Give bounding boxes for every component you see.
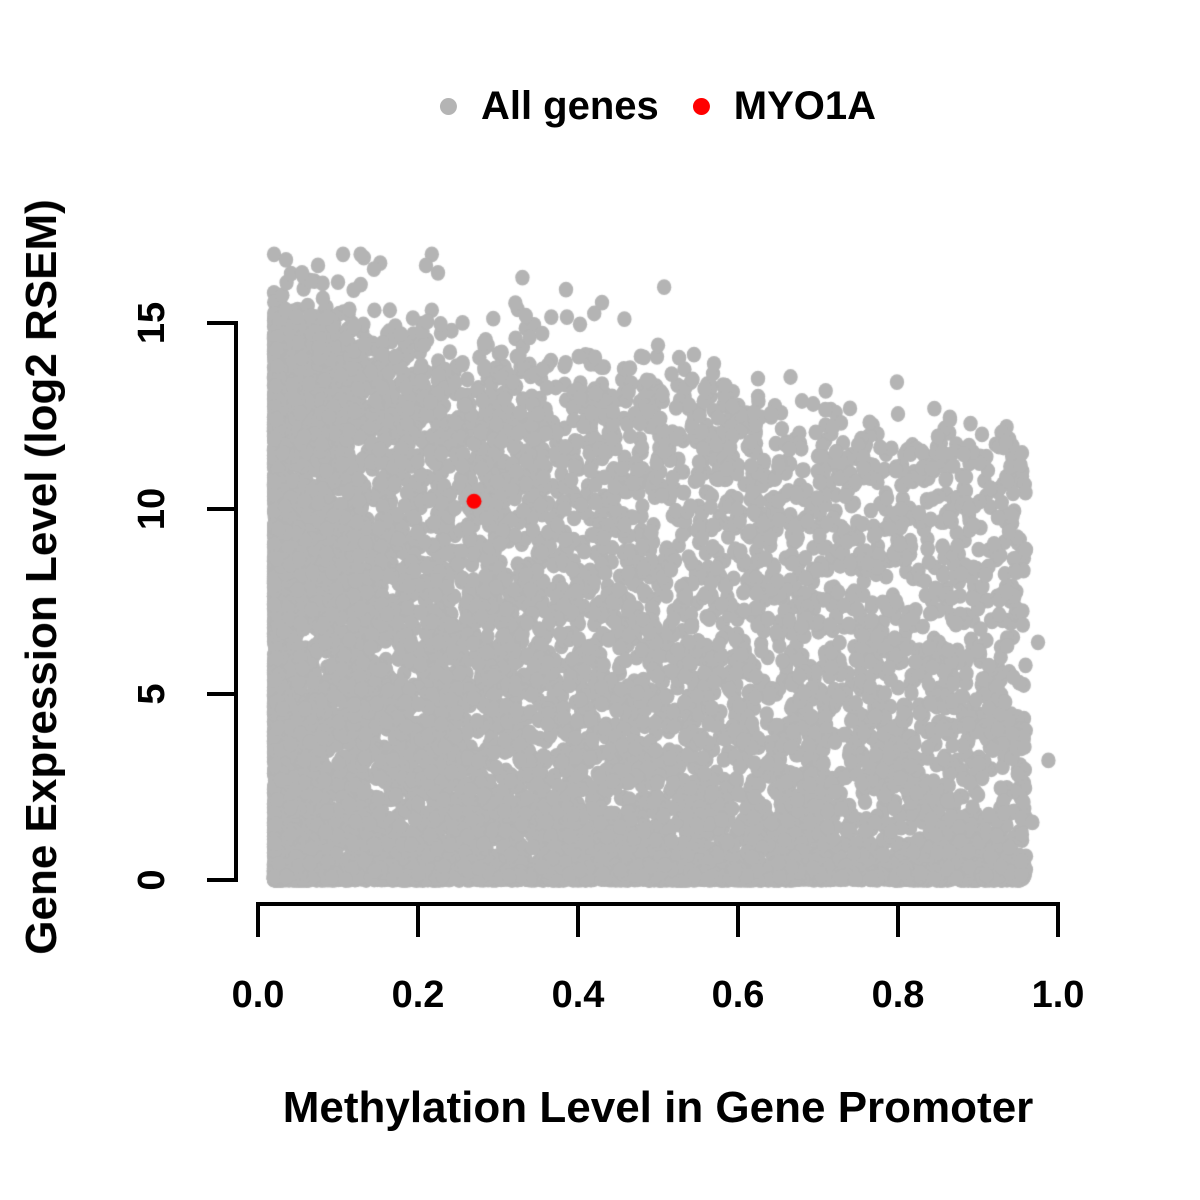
y-tick-label: 10 xyxy=(131,487,173,530)
x-tick xyxy=(416,906,420,937)
y-tick xyxy=(207,321,236,325)
legend-item-all-genes: All genes xyxy=(439,84,659,128)
x-tick-label: 0.8 xyxy=(871,974,925,1016)
legend-label-all-genes: All genes xyxy=(480,84,659,128)
y-tick-label: 15 xyxy=(131,301,173,345)
myo1a-dot-icon xyxy=(692,97,710,115)
y-tick xyxy=(207,692,236,697)
x-axis-line xyxy=(256,902,1060,906)
x-tick-label: 0.4 xyxy=(551,974,605,1016)
y-axis-title: Gene Expression Level (log2 RSEM) xyxy=(17,199,66,955)
legend: All genes MYO1A xyxy=(439,84,877,128)
x-tick xyxy=(256,906,260,937)
y-tick-label: 5 xyxy=(131,683,173,705)
x-tick xyxy=(1056,906,1060,937)
legend-item-myo1a: MYO1A xyxy=(692,84,877,128)
y-tick xyxy=(207,878,236,882)
y-axis-line xyxy=(234,321,238,882)
legend-label-myo1a: MYO1A xyxy=(733,84,877,128)
x-tick-label: 0.0 xyxy=(231,974,285,1016)
x-tick-label: 0.6 xyxy=(711,974,765,1016)
x-tick-label: 0.2 xyxy=(391,974,445,1016)
x-axis-title: Methylation Level in Gene Promoter xyxy=(282,1083,1034,1132)
y-tick-label: 0 xyxy=(131,869,173,891)
x-tick xyxy=(896,906,900,937)
y-tick xyxy=(207,506,236,511)
all-genes-dot-icon xyxy=(439,97,457,115)
x-tick xyxy=(736,906,740,937)
x-tick-label: 1.0 xyxy=(1031,974,1085,1016)
x-tick xyxy=(576,906,580,937)
